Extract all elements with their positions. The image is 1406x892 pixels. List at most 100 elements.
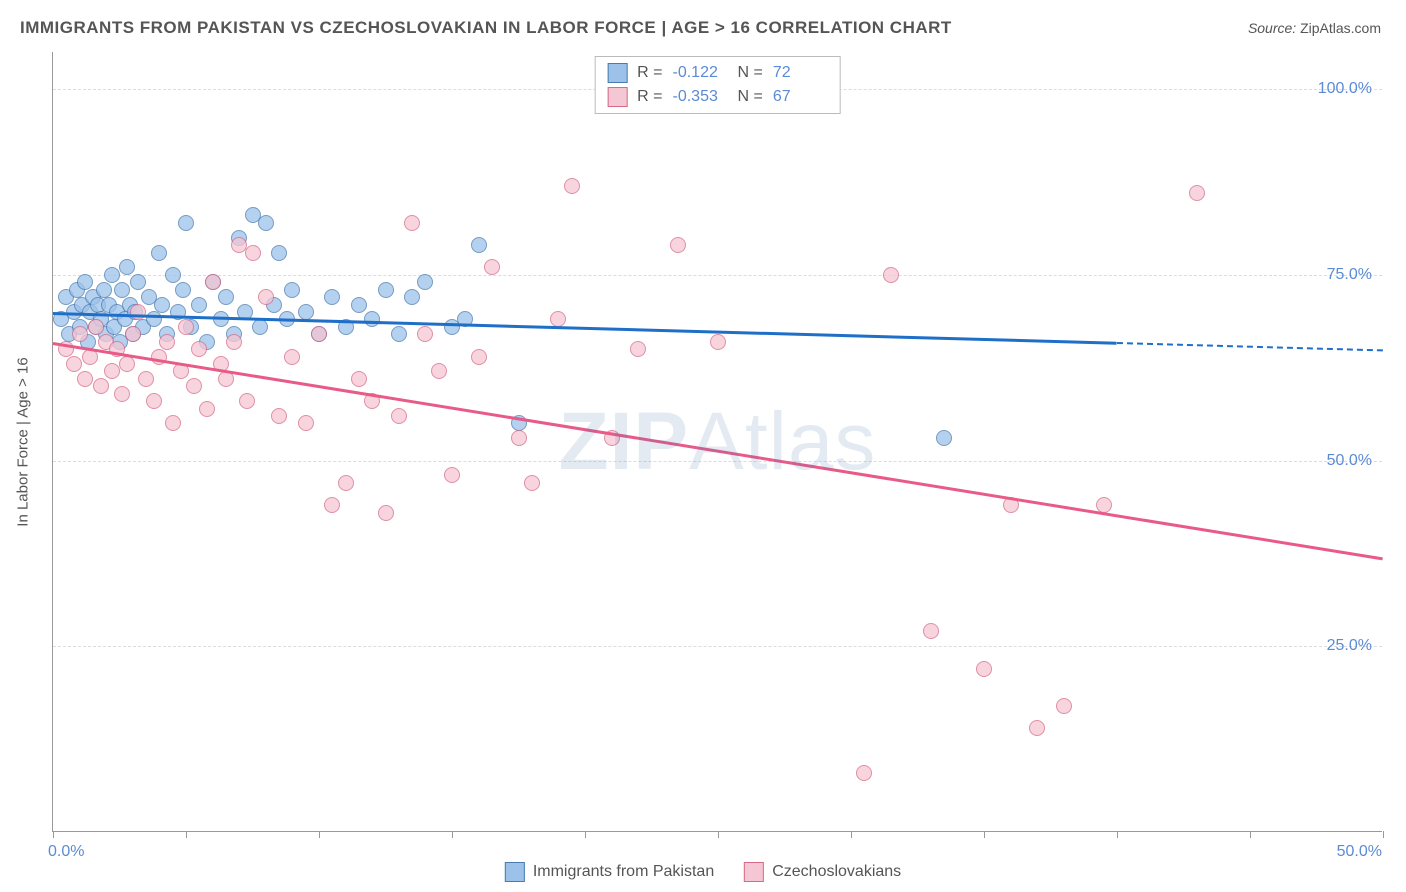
scatter-point-pakistan bbox=[391, 326, 407, 342]
scatter-point-czech bbox=[856, 765, 872, 781]
scatter-point-czech bbox=[271, 408, 287, 424]
series-legend: Immigrants from Pakistan Czechoslovakian… bbox=[505, 862, 901, 882]
scatter-point-czech bbox=[391, 408, 407, 424]
scatter-point-czech bbox=[104, 363, 120, 379]
scatter-point-czech bbox=[159, 334, 175, 350]
scatter-point-czech bbox=[630, 341, 646, 357]
legend-item-czech: Czechoslovakians bbox=[744, 862, 901, 882]
x-tick bbox=[452, 831, 453, 838]
scatter-point-czech bbox=[1056, 698, 1072, 714]
scatter-point-czech bbox=[258, 289, 274, 305]
scatter-point-czech bbox=[710, 334, 726, 350]
scatter-point-czech bbox=[564, 178, 580, 194]
scatter-point-czech bbox=[199, 401, 215, 417]
scatter-point-pakistan bbox=[154, 297, 170, 313]
swatch-czech bbox=[744, 862, 764, 882]
source-attribution: Source: ZipAtlas.com bbox=[1248, 20, 1381, 36]
scatter-point-czech bbox=[311, 326, 327, 342]
plot-region: ZIPAtlas R = -0.122 N = 72 R = -0.353 N … bbox=[52, 52, 1382, 832]
gridline bbox=[53, 646, 1382, 647]
legend-item-pakistan: Immigrants from Pakistan bbox=[505, 862, 714, 882]
stats-row-czech: R = -0.353 N = 67 bbox=[607, 85, 828, 109]
scatter-point-pakistan bbox=[298, 304, 314, 320]
scatter-point-czech bbox=[471, 349, 487, 365]
trend-line bbox=[53, 342, 1383, 560]
scatter-point-czech bbox=[125, 326, 141, 342]
scatter-point-czech bbox=[524, 475, 540, 491]
swatch-pakistan bbox=[607, 63, 627, 83]
scatter-point-czech bbox=[404, 215, 420, 231]
x-tick bbox=[1383, 831, 1384, 838]
scatter-point-czech bbox=[245, 245, 261, 261]
scatter-point-czech bbox=[72, 326, 88, 342]
scatter-point-pakistan bbox=[324, 289, 340, 305]
scatter-point-czech bbox=[146, 393, 162, 409]
scatter-point-czech bbox=[484, 259, 500, 275]
scatter-point-pakistan bbox=[284, 282, 300, 298]
scatter-point-czech bbox=[976, 661, 992, 677]
gridline bbox=[53, 461, 1382, 462]
scatter-point-czech bbox=[138, 371, 154, 387]
scatter-point-czech bbox=[66, 356, 82, 372]
x-tick bbox=[1117, 831, 1118, 838]
gridline bbox=[53, 275, 1382, 276]
scatter-point-czech bbox=[77, 371, 93, 387]
x-tick bbox=[851, 831, 852, 838]
chart-title: IMMIGRANTS FROM PAKISTAN VS CZECHOSLOVAK… bbox=[20, 18, 952, 38]
r-value-czech: -0.353 bbox=[673, 85, 728, 109]
scatter-point-pakistan bbox=[252, 319, 268, 335]
scatter-point-czech bbox=[88, 319, 104, 335]
legend-label-pakistan: Immigrants from Pakistan bbox=[533, 863, 714, 881]
x-tick bbox=[585, 831, 586, 838]
r-label: R = bbox=[637, 61, 662, 85]
scatter-point-czech bbox=[130, 304, 146, 320]
swatch-czech bbox=[607, 87, 627, 107]
scatter-point-czech bbox=[511, 430, 527, 446]
trend-line bbox=[1117, 342, 1383, 351]
scatter-point-pakistan bbox=[77, 274, 93, 290]
scatter-point-pakistan bbox=[96, 282, 112, 298]
n-value-pakistan: 72 bbox=[773, 61, 828, 85]
n-label: N = bbox=[738, 61, 763, 85]
scatter-point-pakistan bbox=[151, 245, 167, 261]
x-axis-max-label: 50.0% bbox=[1337, 843, 1382, 861]
r-value-pakistan: -0.122 bbox=[673, 61, 728, 85]
y-tick-label: 25.0% bbox=[1327, 637, 1372, 655]
scatter-point-pakistan bbox=[213, 311, 229, 327]
scatter-point-czech bbox=[239, 393, 255, 409]
scatter-point-czech bbox=[178, 319, 194, 335]
scatter-point-pakistan bbox=[351, 297, 367, 313]
x-tick bbox=[984, 831, 985, 838]
x-tick bbox=[53, 831, 54, 838]
chart-area: ZIPAtlas R = -0.122 N = 72 R = -0.353 N … bbox=[52, 52, 1382, 832]
scatter-point-pakistan bbox=[119, 259, 135, 275]
x-tick bbox=[319, 831, 320, 838]
scatter-point-pakistan bbox=[175, 282, 191, 298]
scatter-point-czech bbox=[923, 623, 939, 639]
source-label: Source: bbox=[1248, 20, 1296, 36]
scatter-point-pakistan bbox=[114, 282, 130, 298]
scatter-point-czech bbox=[205, 274, 221, 290]
n-value-czech: 67 bbox=[773, 85, 828, 109]
y-tick-label: 100.0% bbox=[1318, 80, 1372, 98]
scatter-point-pakistan bbox=[104, 267, 120, 283]
scatter-point-pakistan bbox=[364, 311, 380, 327]
x-tick bbox=[186, 831, 187, 838]
scatter-point-czech bbox=[1189, 185, 1205, 201]
scatter-point-czech bbox=[324, 497, 340, 513]
x-tick bbox=[1250, 831, 1251, 838]
x-axis-min-label: 0.0% bbox=[48, 843, 84, 861]
scatter-point-czech bbox=[165, 415, 181, 431]
y-tick-label: 75.0% bbox=[1327, 266, 1372, 284]
scatter-point-pakistan bbox=[378, 282, 394, 298]
y-tick-label: 50.0% bbox=[1327, 452, 1372, 470]
scatter-point-czech bbox=[93, 378, 109, 394]
scatter-point-czech bbox=[1029, 720, 1045, 736]
scatter-point-pakistan bbox=[218, 289, 234, 305]
scatter-point-pakistan bbox=[271, 245, 287, 261]
scatter-point-czech bbox=[338, 475, 354, 491]
scatter-point-czech bbox=[298, 415, 314, 431]
scatter-point-czech bbox=[114, 386, 130, 402]
source-value: ZipAtlas.com bbox=[1300, 20, 1381, 36]
r-label: R = bbox=[637, 85, 662, 109]
